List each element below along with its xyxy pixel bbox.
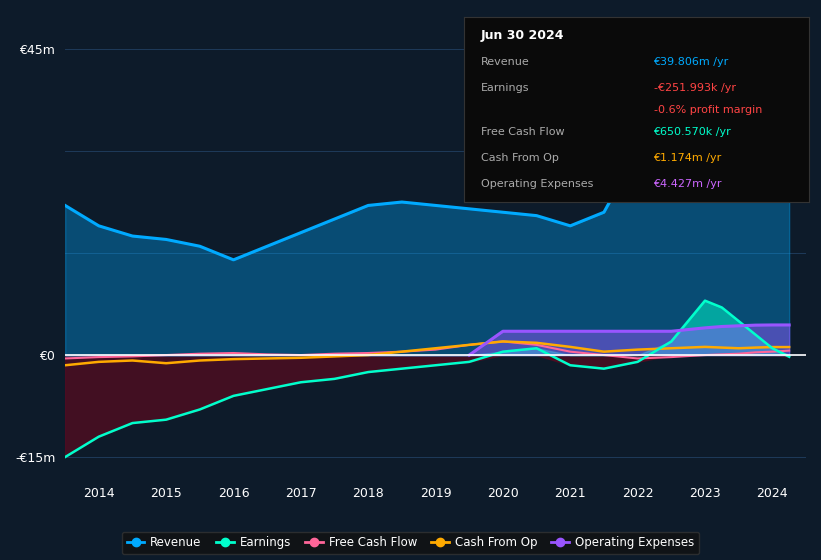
Text: €39.806m /yr: €39.806m /yr <box>654 57 729 67</box>
Text: Jun 30 2024: Jun 30 2024 <box>481 29 565 42</box>
Text: Operating Expenses: Operating Expenses <box>481 179 594 189</box>
Text: Revenue: Revenue <box>481 57 530 67</box>
Text: Free Cash Flow: Free Cash Flow <box>481 127 565 137</box>
Text: -0.6% profit margin: -0.6% profit margin <box>654 105 762 115</box>
Text: €4.427m /yr: €4.427m /yr <box>654 179 722 189</box>
Text: €650.570k /yr: €650.570k /yr <box>654 127 732 137</box>
Legend: Revenue, Earnings, Free Cash Flow, Cash From Op, Operating Expenses: Revenue, Earnings, Free Cash Flow, Cash … <box>122 531 699 554</box>
Text: €1.174m /yr: €1.174m /yr <box>654 153 722 163</box>
Text: Cash From Op: Cash From Op <box>481 153 559 163</box>
Text: Earnings: Earnings <box>481 83 530 93</box>
Text: -€251.993k /yr: -€251.993k /yr <box>654 83 736 93</box>
